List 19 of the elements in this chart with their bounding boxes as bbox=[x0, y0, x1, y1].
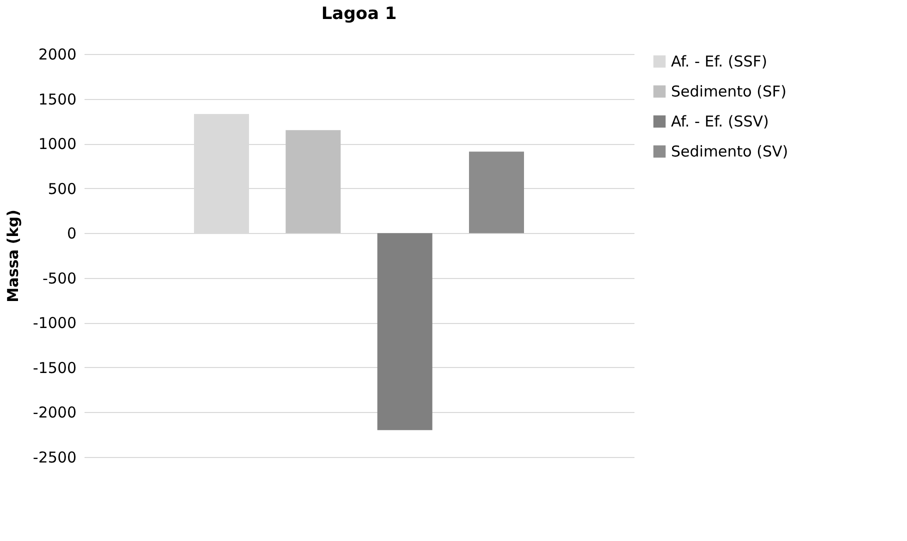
y-tick-label: -500 bbox=[42, 269, 76, 288]
y-tick-label: 500 bbox=[48, 180, 76, 198]
y-tick-label: 0 bbox=[66, 224, 76, 243]
y-axis-title: Massa (kg) bbox=[4, 210, 22, 302]
y-tick-label: -2000 bbox=[32, 404, 76, 422]
bar bbox=[469, 152, 524, 234]
y-tick-label: 2000 bbox=[38, 46, 76, 64]
y-tick-label: -2500 bbox=[32, 448, 76, 466]
chart-title: Lagoa 1 bbox=[321, 4, 397, 24]
legend-label: Af. - Ef. (SSF) bbox=[671, 52, 768, 70]
y-tick-label: -1500 bbox=[32, 358, 76, 377]
bar bbox=[286, 130, 341, 234]
legend-label: Sedimento (SF) bbox=[671, 82, 786, 100]
y-tick-label: -1000 bbox=[32, 314, 76, 332]
y-tick-label: 1000 bbox=[38, 135, 76, 154]
legend-label: Af. - Ef. (SSV) bbox=[671, 112, 769, 130]
legend-label: Sedimento (SV) bbox=[671, 142, 788, 160]
y-tick-label: 1500 bbox=[38, 90, 76, 108]
bar bbox=[377, 233, 432, 430]
